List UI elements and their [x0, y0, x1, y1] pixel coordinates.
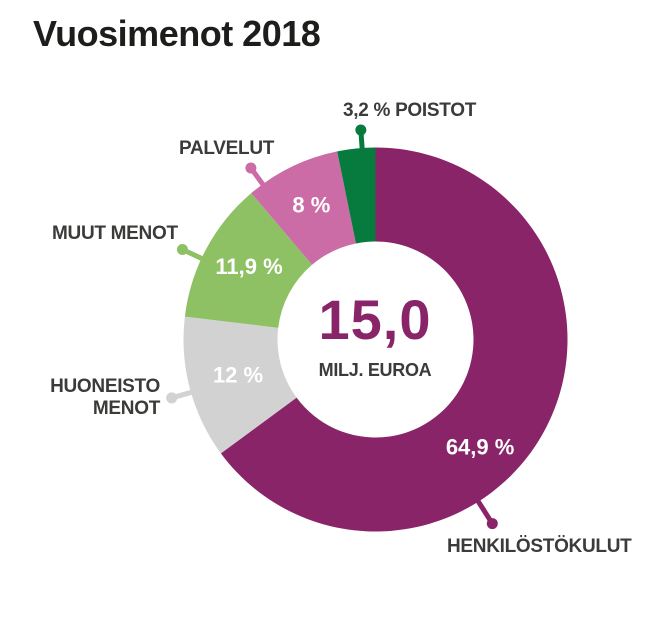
page-title: Vuosimenot 2018 — [33, 13, 321, 54]
huoneisto-line1: HUONEISTO — [50, 376, 160, 397]
total-unit: MILJ. EUROA — [318, 360, 432, 380]
slice-value-palvelut: 8 % — [292, 193, 330, 218]
pie-slice-muut-menot — [184, 193, 313, 328]
callout-pin-dot-huoneisto-menot — [166, 392, 178, 404]
pie-slice-henkilostokulut — [220, 147, 568, 532]
donut-slices — [183, 147, 568, 532]
pie-slice-poistot — [337, 147, 376, 244]
callout-pin-dot-palvelut — [245, 162, 257, 174]
pie-slice-palvelut — [251, 151, 356, 265]
donut-center-label: 15,0 MILJ. EUROA — [255, 288, 495, 381]
callout-pin-dot-poistot — [355, 124, 367, 136]
callout-label-henkilostokulut: HENKILÖSTÖKULUT — [447, 536, 632, 557]
callout-label-muut-menot: MUUT MENOT — [52, 223, 178, 244]
callout-label-poistot: 3,2 % POISTOT — [343, 100, 477, 121]
callout-pin-dot-henkilostokulut — [486, 518, 498, 530]
callout-label-huoneisto-menot: HUONEISTO MENOT — [20, 376, 160, 420]
callout-pin-dot-muut-menot — [176, 243, 188, 255]
total-value: 15,0 — [318, 288, 432, 351]
slice-value-muut-menot: 11,9 % — [215, 254, 282, 279]
slice-value-labels: 64,9 % 12 % 11,9 % 8 % — [213, 193, 514, 460]
slice-value-huoneisto-menot: 12 % — [213, 363, 263, 388]
pie-slice-huoneisto-menot — [183, 316, 297, 454]
slice-value-henkilostokulut: 64,9 % — [446, 435, 515, 460]
huoneisto-line2: MENOT — [92, 398, 160, 419]
callout-label-palvelut: PALVELUT — [179, 138, 275, 159]
